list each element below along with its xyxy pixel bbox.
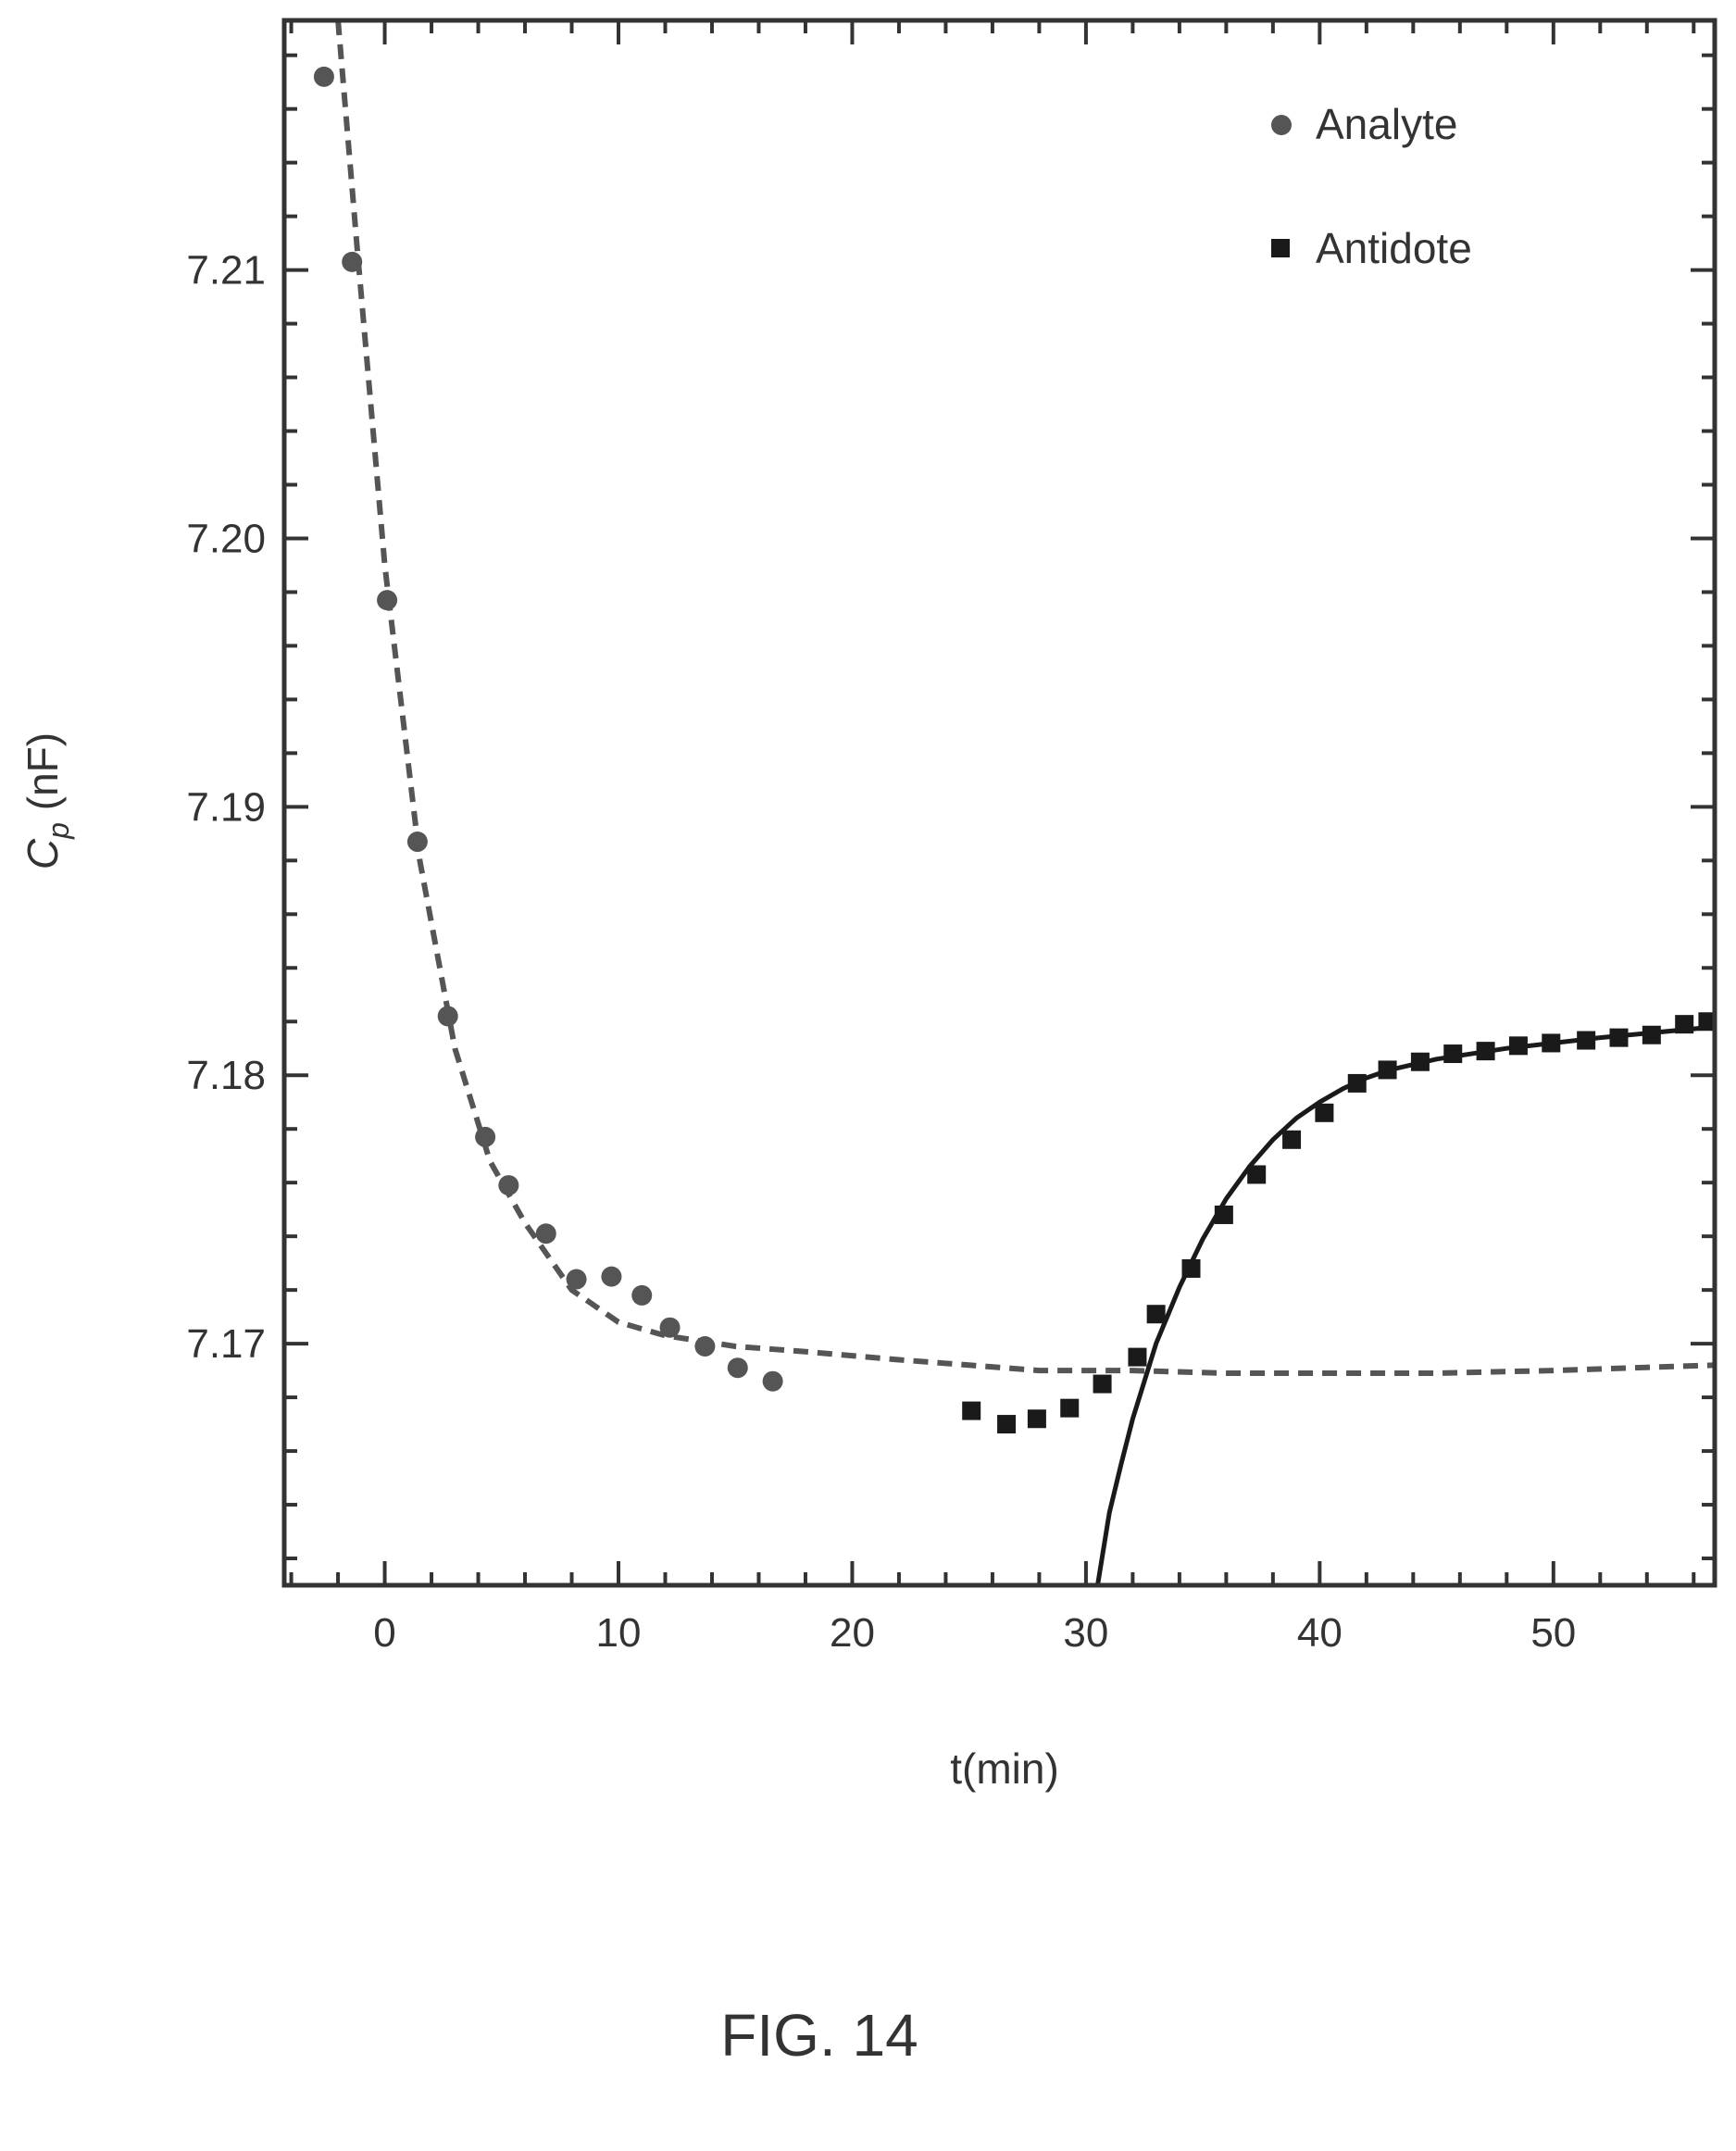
legend-marker-antidote xyxy=(1271,239,1290,257)
antidote-point xyxy=(1282,1130,1302,1149)
legend-label-analyte: Analyte xyxy=(1316,100,1457,148)
antidote-point xyxy=(1378,1060,1397,1080)
antidote-point xyxy=(1060,1398,1080,1418)
antidote-point xyxy=(1476,1042,1495,1061)
plot-frame xyxy=(281,18,1717,1588)
data-points xyxy=(313,66,1715,1434)
y-axis-title: Cp (nF) xyxy=(19,732,75,869)
antidote-point xyxy=(1146,1305,1166,1324)
x-axis-title: t(min) xyxy=(950,1745,1059,1793)
antidote-fit-curve xyxy=(1095,1024,1715,1585)
figure-caption: FIG. 14 xyxy=(720,2002,918,2069)
x-tick-label: 20 xyxy=(830,1610,875,1656)
y-axis-title-unit: (nF) xyxy=(19,732,67,822)
x-tick-label: 50 xyxy=(1530,1610,1576,1656)
antidote-point xyxy=(1181,1258,1201,1278)
antidote-point xyxy=(1675,1015,1694,1034)
y-tick-label: 7.20 xyxy=(186,516,266,561)
y-tick-label: 7.21 xyxy=(186,248,266,294)
antidote-point xyxy=(1027,1409,1046,1429)
y-axis-title-main: C xyxy=(19,838,67,869)
analyte-point xyxy=(659,1317,681,1338)
legend-label-antidote: Antidote xyxy=(1316,224,1472,272)
x-tick-label: 0 xyxy=(373,1610,395,1656)
antidote-point xyxy=(1347,1073,1367,1093)
antidote-point xyxy=(1443,1044,1463,1064)
analyte-point xyxy=(437,1006,458,1027)
analyte-point xyxy=(377,590,398,611)
analyte-point xyxy=(631,1284,653,1306)
analyte-fit-curve xyxy=(335,20,1715,1376)
analyte-point xyxy=(566,1269,587,1290)
analyte-point xyxy=(601,1266,622,1287)
legend-marker-analyte xyxy=(1271,115,1292,135)
antidote-point xyxy=(1093,1374,1112,1394)
y-axis-title-subscript: p xyxy=(42,822,75,840)
antidote-point xyxy=(1508,1036,1528,1056)
analyte-point xyxy=(762,1370,783,1392)
antidote-point xyxy=(1698,1012,1715,1032)
y-tick-label: 7.18 xyxy=(186,1053,266,1098)
x-tick-label: 10 xyxy=(596,1610,642,1656)
y-tick-label: 7.17 xyxy=(186,1321,266,1367)
analyte-point xyxy=(342,251,363,272)
fit-curves xyxy=(335,20,1715,1585)
analyte-point xyxy=(498,1175,519,1196)
antidote-point xyxy=(1609,1028,1629,1047)
analyte-point xyxy=(475,1126,496,1147)
antidote-point xyxy=(1642,1025,1661,1044)
svg-text:Cp (nF): Cp (nF) xyxy=(19,732,75,869)
tick-labels: 0 10 20 30 40 50 7.17 7.18 7.19 7.20 7.21 xyxy=(186,248,1576,1656)
x-tick-label: 30 xyxy=(1063,1610,1108,1656)
antidote-point xyxy=(1128,1347,1147,1367)
antidote-point xyxy=(962,1401,981,1420)
legend: Analyte Antidote xyxy=(1271,100,1472,272)
analyte-point xyxy=(535,1223,556,1244)
tick-marks xyxy=(284,20,1715,1585)
analyte-point xyxy=(694,1336,716,1357)
analyte-point xyxy=(727,1357,748,1379)
antidote-point xyxy=(1247,1165,1267,1184)
antidote-point xyxy=(1410,1052,1430,1071)
analyte-point xyxy=(313,66,334,87)
antidote-point xyxy=(1577,1031,1596,1050)
antidote-point xyxy=(1214,1205,1233,1224)
antidote-point xyxy=(1315,1103,1334,1122)
y-tick-label: 7.19 xyxy=(186,784,266,830)
antidote-point xyxy=(1542,1033,1561,1053)
analyte-point xyxy=(406,832,428,853)
x-tick-label: 40 xyxy=(1297,1610,1343,1656)
antidote-point xyxy=(997,1415,1017,1434)
